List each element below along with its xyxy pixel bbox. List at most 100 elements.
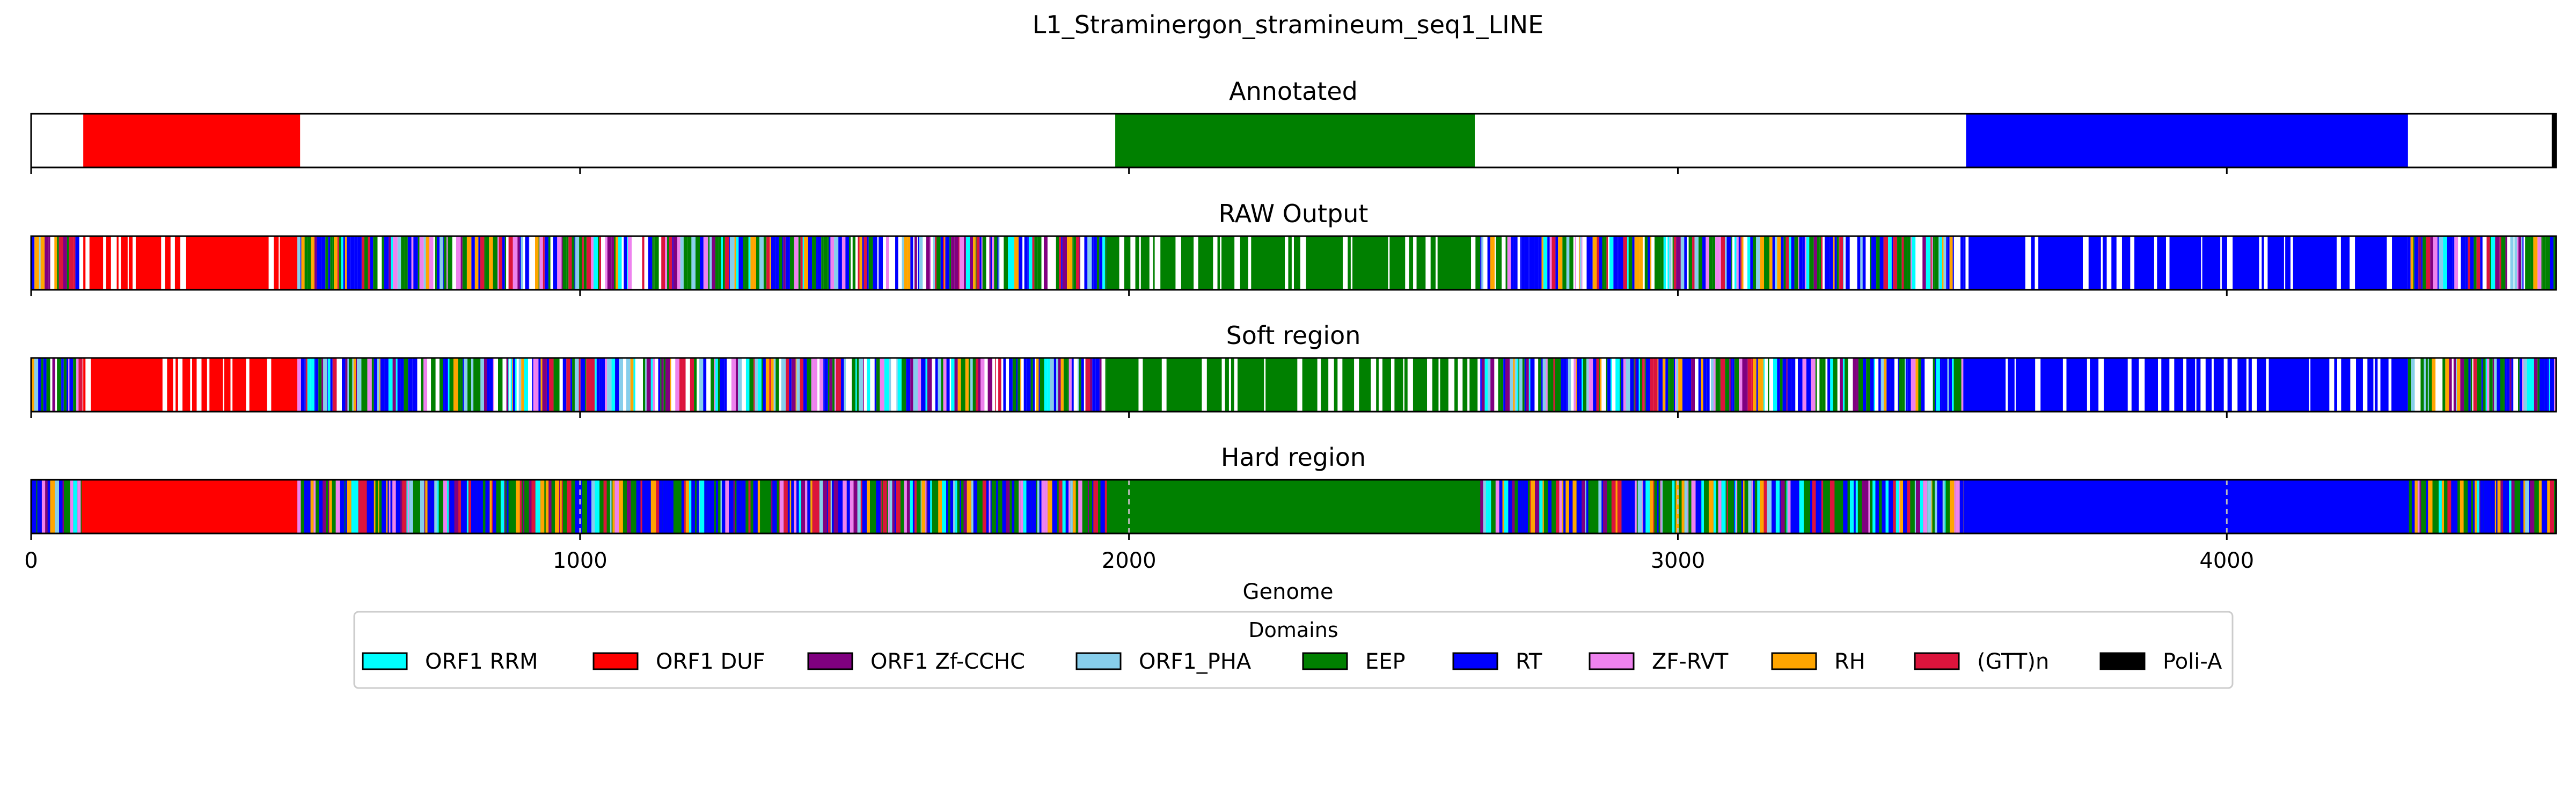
domain-mark [975, 236, 977, 290]
domain-mark [305, 358, 308, 412]
gap-mark [190, 358, 192, 412]
domain-mark [451, 236, 452, 290]
domain-mark [1910, 480, 1915, 533]
domain-mark [566, 236, 569, 290]
domain-mark [667, 236, 669, 290]
domain-mark [554, 358, 560, 412]
domain-mark [946, 358, 950, 412]
domain-mark [461, 480, 465, 533]
domain-mark [1938, 236, 1940, 290]
domain-mark [45, 236, 49, 290]
domain-mark [2487, 358, 2490, 412]
gap-mark [196, 358, 202, 412]
domain-mark [1093, 236, 1097, 290]
domain-mark [407, 236, 412, 290]
domain-mark [843, 480, 847, 533]
domain-mark [992, 236, 994, 290]
domain-mark [947, 236, 950, 290]
domain-mark [987, 358, 993, 412]
domain-mark [1552, 480, 1556, 533]
domain-mark [1546, 358, 1548, 412]
domain-mark [981, 236, 983, 290]
domain-mark [1093, 480, 1099, 533]
domain-mark [1529, 480, 1531, 533]
domain-mark [621, 236, 624, 290]
domain-mark [748, 236, 751, 290]
domain-mark [1691, 480, 1696, 533]
domain-mark [823, 236, 828, 290]
domain-mark [1880, 358, 1883, 412]
panel-hard-region: Hard region [30, 443, 2557, 540]
segment-mixed [297, 358, 1107, 412]
domain-mark [980, 358, 985, 412]
domain-mark [513, 358, 515, 412]
domain-mark [833, 480, 838, 533]
domain-mark [1566, 236, 1570, 290]
domain-mark [1058, 480, 1060, 533]
domain-mark [347, 236, 351, 290]
segment-block [83, 114, 301, 167]
domain-mark [932, 480, 936, 533]
domain-mark [973, 236, 976, 290]
gap-mark [133, 236, 136, 290]
domain-mark [304, 480, 308, 533]
domain-mark [989, 236, 991, 290]
domain-mark [1742, 358, 1747, 412]
domain-mark [1663, 480, 1667, 533]
domain-mark [2473, 236, 2477, 290]
domain-mark [736, 480, 741, 533]
domain-mark [1503, 358, 1506, 412]
domain-mark [1037, 236, 1042, 290]
domain-mark [2448, 236, 2453, 290]
domain-mark [2523, 480, 2526, 533]
domain-mark [1056, 358, 1058, 412]
domain-mark [1819, 358, 1823, 412]
legend-entry-rh: RH [1771, 649, 1865, 674]
domain-mark [572, 236, 575, 290]
domain-mark [328, 236, 331, 290]
domain-mark [307, 358, 311, 412]
domain-mark [1797, 358, 1803, 412]
domain-mark [347, 358, 349, 412]
domain-mark [832, 480, 834, 533]
domain-mark [1684, 480, 1688, 533]
domain-mark [655, 480, 656, 533]
domain-mark [1799, 236, 1803, 290]
domain-mark [756, 236, 759, 290]
domain-mark [1746, 358, 1748, 412]
domain-mark [785, 236, 790, 290]
domain-mark [1599, 358, 1602, 412]
domain-mark [678, 480, 682, 533]
domain-mark [2414, 480, 2418, 533]
domain-mark [463, 358, 464, 412]
domain-mark [2433, 236, 2438, 290]
domain-mark [1559, 358, 1561, 412]
domain-mark [807, 480, 811, 533]
domain-mark [1916, 480, 1920, 533]
domain-mark [1782, 358, 1787, 412]
gap-mark [2387, 236, 2392, 290]
domain-mark [1687, 358, 1692, 412]
domain-mark [2477, 480, 2480, 533]
gap-mark [1138, 358, 1143, 412]
domain-mark [540, 358, 543, 412]
domain-mark [1953, 358, 1958, 412]
segment-block [1963, 480, 2408, 533]
domain-mark [741, 480, 743, 533]
gap-mark [2259, 236, 2262, 290]
domain-mark [1547, 358, 1551, 412]
segment-eep [1107, 236, 1481, 290]
domain-mark [770, 236, 771, 290]
domain-mark [544, 236, 548, 290]
domain-mark [1100, 480, 1105, 533]
domain-mark [468, 480, 472, 533]
domain-mark [2447, 480, 2451, 533]
domain-mark [1658, 358, 1663, 412]
domain-mark [2525, 480, 2529, 533]
domain-mark [1933, 236, 1935, 290]
domain-mark [850, 480, 854, 533]
domain-mark [517, 236, 520, 290]
segment-rt [1963, 236, 2408, 290]
domain-mark [1562, 480, 1564, 533]
segment-rt [31, 358, 84, 412]
